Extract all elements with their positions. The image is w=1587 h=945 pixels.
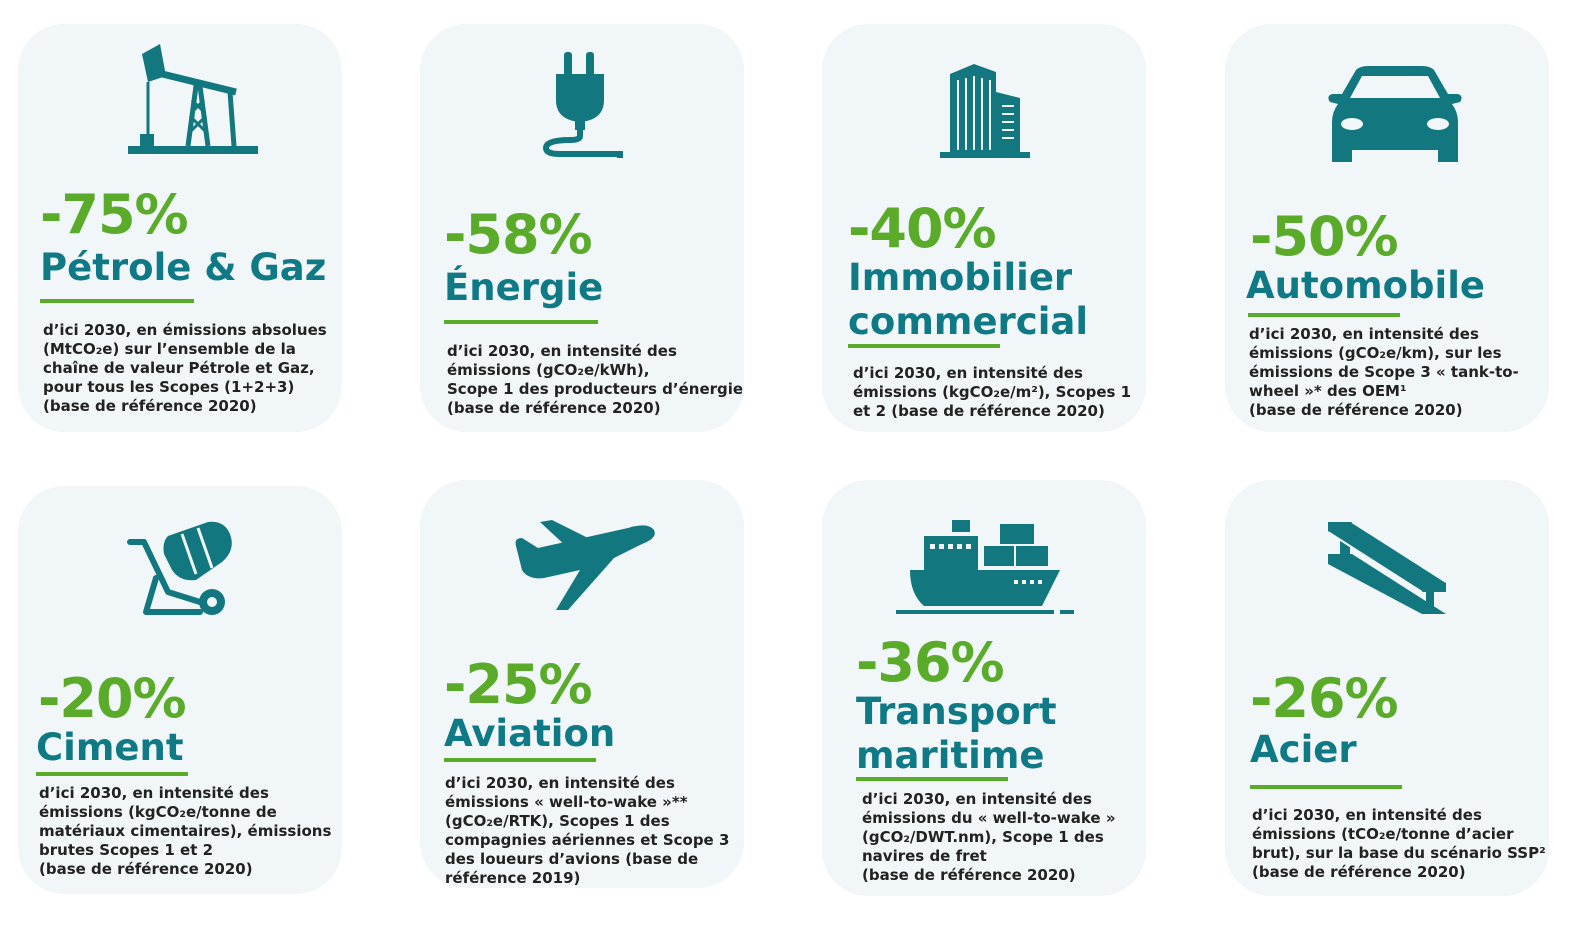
buildings-icon xyxy=(940,64,1030,158)
sector-title: Transport maritime xyxy=(856,690,1057,777)
sector-title: Énergie xyxy=(444,266,604,309)
sector-title: Pétrole & Gaz xyxy=(40,246,327,289)
sector-percent: -58% xyxy=(444,203,593,266)
cement-mixer-icon xyxy=(127,521,232,615)
sector-description: d’ici 2030, en intensité des émissions (… xyxy=(39,784,332,878)
steel-beam-icon xyxy=(1327,521,1447,614)
plug-icon xyxy=(542,52,623,158)
sector-description: d’ici 2030, en intensité des émissions (… xyxy=(853,364,1132,420)
sector-percent: -40% xyxy=(848,197,997,260)
sector-percent: -26% xyxy=(1250,667,1399,730)
sector-card-oil-gas xyxy=(18,24,342,432)
title-underline xyxy=(40,299,194,303)
sector-percent: -20% xyxy=(38,667,187,730)
title-underline xyxy=(1250,785,1402,789)
title-underline xyxy=(444,758,596,762)
sector-description: d’ici 2030, en intensité des émissions «… xyxy=(445,774,730,887)
sector-title: Immobilier commercial xyxy=(848,256,1089,343)
cargo-ship-icon xyxy=(896,520,1074,614)
sector-percent: -25% xyxy=(444,653,593,716)
title-underline xyxy=(36,772,188,776)
car-icon xyxy=(1328,66,1462,162)
sector-description: d’ici 2030, en intensité des émissions d… xyxy=(862,790,1116,884)
sector-percent: -75% xyxy=(40,183,189,246)
sector-description: d’ici 2030, en intensité des émissions (… xyxy=(1249,325,1519,419)
title-underline xyxy=(444,320,598,324)
sector-description: d’ici 2030, en intensité des émissions (… xyxy=(1252,806,1546,881)
sector-percent: -36% xyxy=(856,631,1005,694)
sector-title: Acier xyxy=(1250,728,1357,771)
sector-percent: -50% xyxy=(1250,205,1399,268)
sector-title: Aviation xyxy=(444,712,616,755)
sector-title: Ciment xyxy=(36,726,184,769)
title-underline xyxy=(1248,313,1400,317)
sector-description: d’ici 2030, en émissions absolues (MtCO₂… xyxy=(43,321,327,415)
airplane-icon xyxy=(515,520,655,610)
title-underline xyxy=(848,344,1000,348)
title-underline xyxy=(856,777,1008,781)
sector-title: Automobile xyxy=(1246,264,1486,307)
oil-pump-icon xyxy=(128,44,258,154)
sector-description: d’ici 2030, en intensité des émissions (… xyxy=(447,342,744,417)
